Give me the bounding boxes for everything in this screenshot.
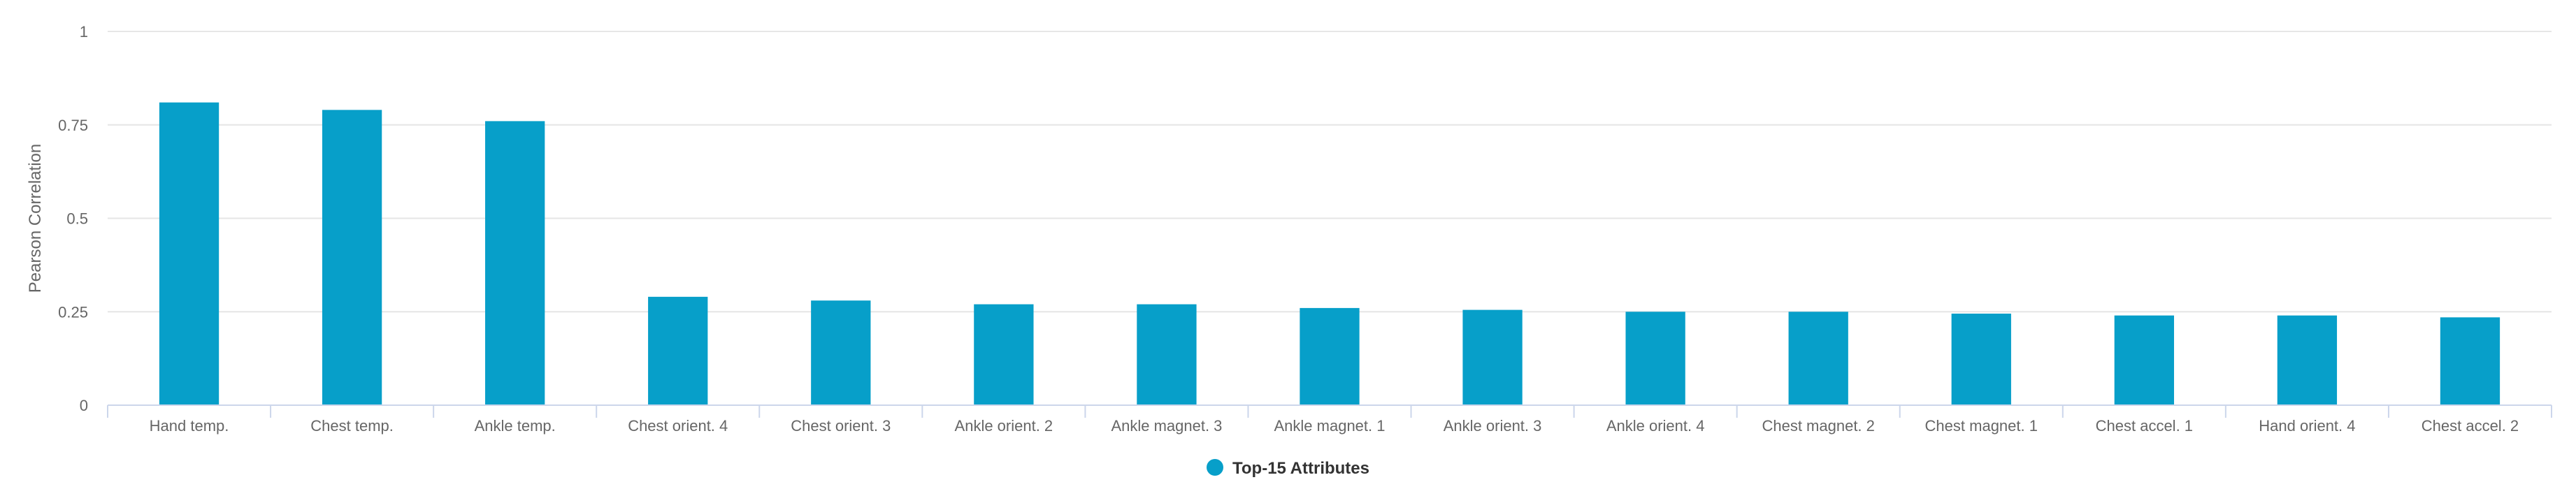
bar-12[interactable] [2114, 315, 2174, 405]
bar-1[interactable] [322, 110, 382, 405]
y-tick-label: 0.25 [58, 303, 88, 321]
y-tick-label: 1 [80, 23, 88, 41]
x-tick-label: Ankle magnet. 1 [1274, 417, 1386, 435]
y-tick-label: 0 [80, 397, 88, 414]
bar-10[interactable] [1788, 312, 1848, 405]
bar-7[interactable] [1300, 307, 1360, 405]
y-tick-label: 0.75 [58, 117, 88, 134]
bar-5[interactable] [974, 304, 1034, 405]
legend-label[interactable]: Top-15 Attributes [1232, 459, 1369, 478]
x-tick-label: Hand orient. 4 [2259, 417, 2355, 435]
bar-3[interactable] [648, 296, 708, 405]
bar-11[interactable] [1951, 313, 2011, 405]
x-tick-label: Ankle orient. 4 [1606, 417, 1705, 435]
x-tick-label: Ankle magnet. 3 [1111, 417, 1222, 435]
x-tick-label: Chest orient. 3 [791, 417, 891, 435]
x-tick-label: Chest magnet. 1 [1925, 417, 2038, 435]
x-axis: Hand temp. Chest temp. Ankle temp. Chest or… [107, 404, 2552, 435]
x-tick-label: Chest accel. 1 [2096, 417, 2193, 435]
legend[interactable]: Top-15 Attributes [1207, 459, 1369, 478]
x-tick-label: Chest accel. 2 [2422, 417, 2519, 435]
bar-2[interactable] [485, 121, 545, 405]
gridlines [108, 31, 2552, 313]
y-tick-label: 0.5 [66, 210, 88, 228]
bar-8[interactable] [1462, 309, 1523, 405]
bar-0[interactable] [159, 102, 220, 405]
x-tick-label: Chest orient. 4 [628, 417, 728, 435]
bar-6[interactable] [1137, 304, 1197, 405]
bar-13[interactable] [2277, 315, 2338, 405]
x-tick-label: Ankle temp. [475, 417, 556, 435]
x-tick-label: Chest temp. [310, 417, 394, 435]
bar-9[interactable] [1625, 312, 1685, 405]
y-axis-ticks: 0 0.25 0.5 0.75 1 [58, 23, 88, 414]
bars [159, 102, 2501, 405]
x-tick-label: Chest magnet. 2 [1762, 417, 1874, 435]
x-tick-label: Ankle orient. 2 [955, 417, 1053, 435]
bar-14[interactable] [2440, 317, 2501, 405]
x-tick-label: Ankle orient. 3 [1444, 417, 1542, 435]
y-axis-title: Pearson Correlation [26, 144, 45, 293]
x-tick-label: Hand temp. [150, 417, 229, 435]
legend-marker[interactable] [1207, 459, 1223, 476]
bar-4[interactable] [811, 300, 871, 405]
